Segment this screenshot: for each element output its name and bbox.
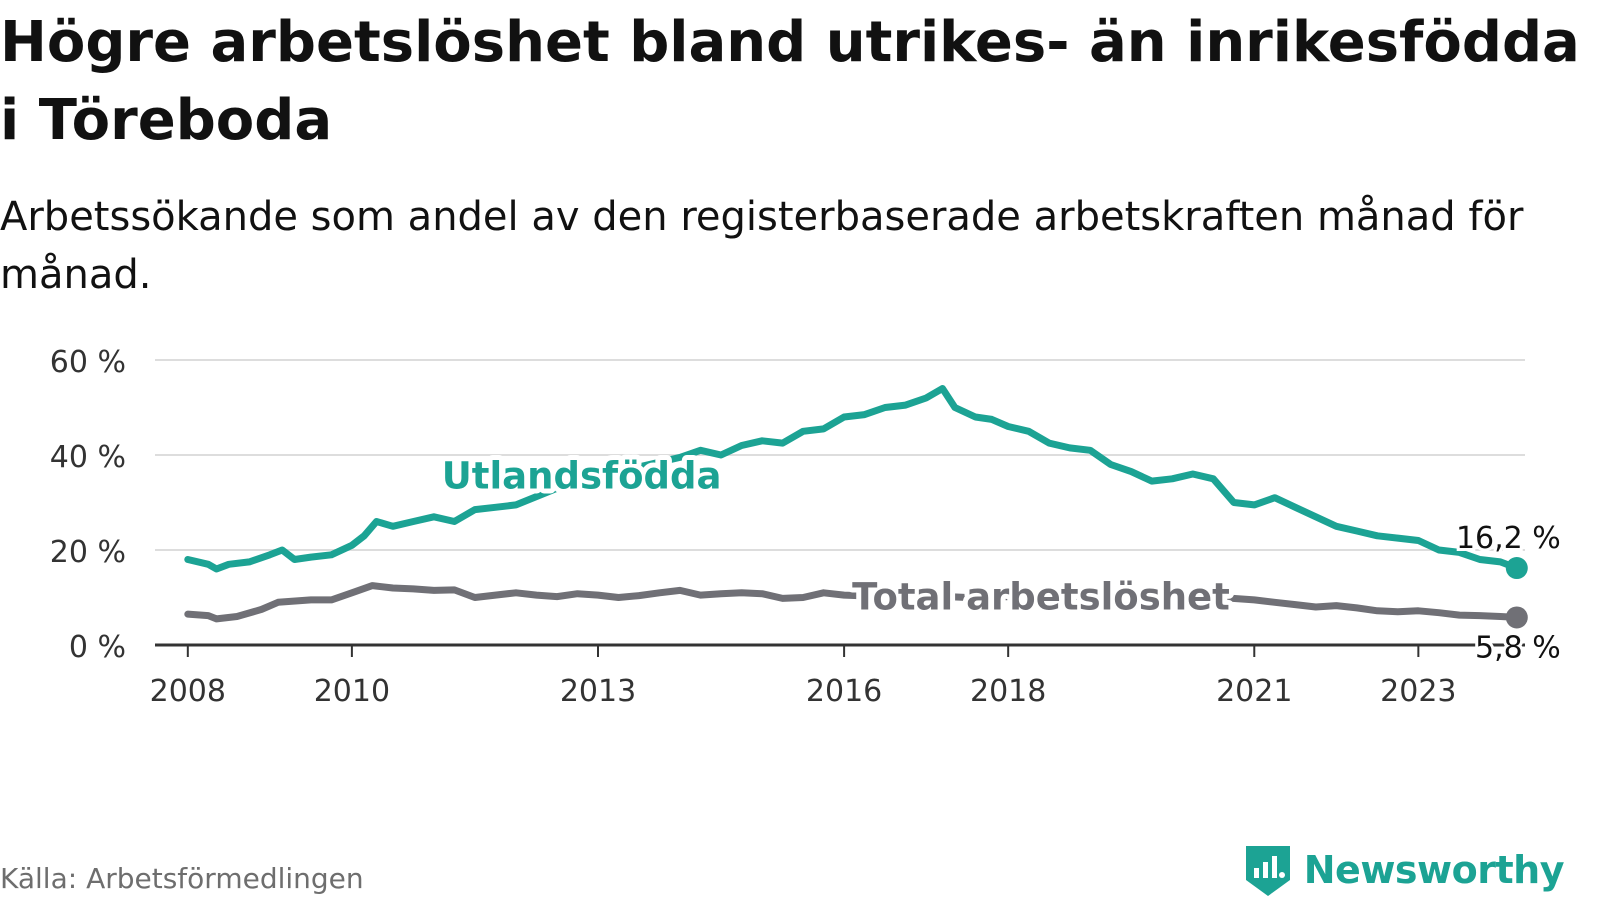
chart-subtitle: Arbetssökande som andel av den registerb… (0, 194, 1524, 298)
source-note: Källa: Arbetsförmedlingen (0, 862, 364, 895)
x-tick-label: 2018 (970, 674, 1046, 709)
newsworthy-logo-icon (1245, 846, 1290, 896)
x-tick-label: 2021 (1216, 674, 1292, 709)
series-end-point-1 (1505, 606, 1528, 629)
y-tick-label: 20 % (50, 535, 126, 570)
series-annotation-label: Utlandsfödda (442, 454, 722, 497)
y-tick-label: 40 % (50, 440, 126, 475)
series-annotation-label: Total arbetslöshet (852, 576, 1230, 619)
series-line-0 (184, 385, 1521, 573)
x-tick-label: 2016 (806, 674, 882, 709)
series-lines (184, 385, 1528, 629)
series-end-label: 16,2 % (1456, 521, 1561, 556)
x-tick-label: 2008 (150, 674, 226, 709)
x-tick-label: 2023 (1380, 674, 1456, 709)
brand-logo[interactable]: Newsworthy (1242, 842, 1565, 898)
series-end-point-0 (1505, 557, 1528, 580)
line-chart: 0 % 20 % 40 % 60 % 2008 2010 2013 2016 2018 2021 2… (50, 345, 1564, 709)
chart-title: Högre arbetslöshet bland utrikes- än inr… (0, 10, 1580, 153)
x-tick-label: 2010 (314, 674, 390, 709)
y-tick-label: 60 % (50, 345, 126, 380)
chart-labels: 16,2 % 5,8 % Utlandsfödda Total arbetslöshe… (437, 449, 1564, 668)
series-end-label: 5,8 % (1475, 630, 1561, 665)
grid-lines (155, 359, 1525, 551)
axes: 0 % 20 % 40 % 60 % 2008 2010 2013 2016 2018 2021 2… (50, 345, 1525, 709)
brand-name: Newsworthy (1303, 848, 1565, 892)
x-tick-label: 2013 (560, 674, 636, 709)
series-line-1 (184, 582, 1521, 623)
y-tick-label: 0 % (69, 630, 126, 665)
